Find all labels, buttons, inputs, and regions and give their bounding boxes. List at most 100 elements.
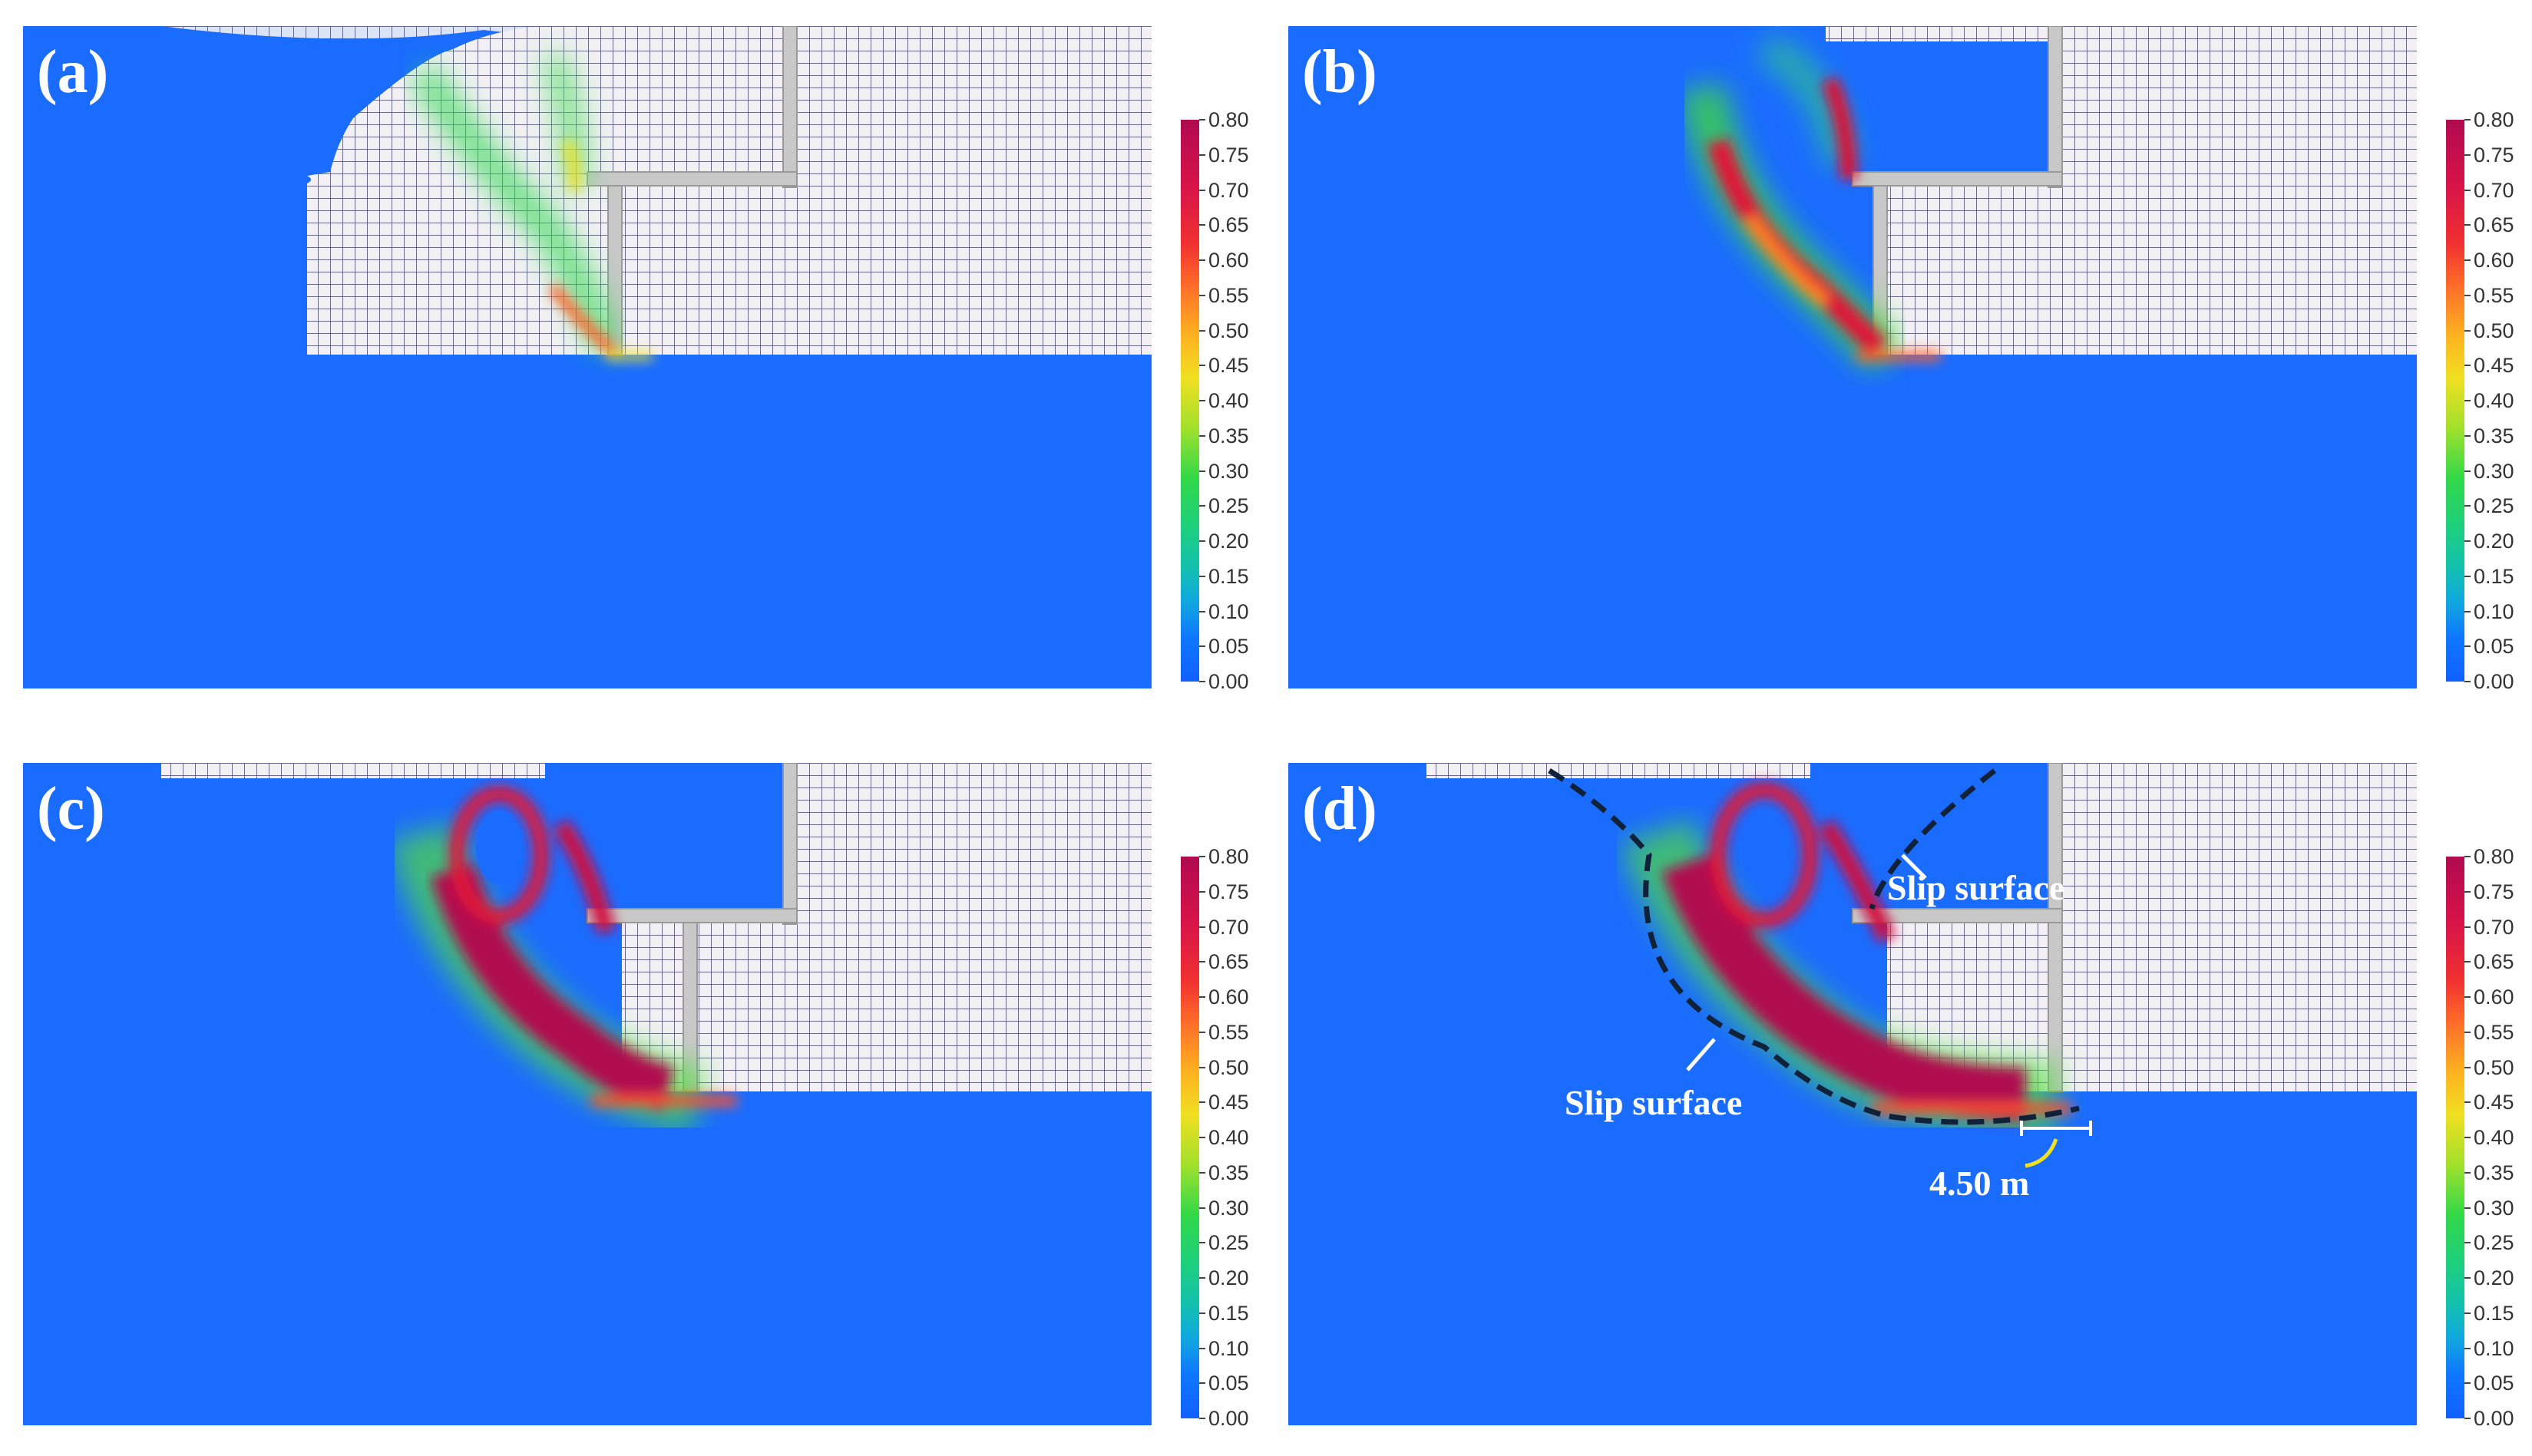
colorbar-tick-label: 0.45 (2474, 354, 2514, 378)
colorbar-tick-mark (1199, 259, 1205, 261)
colorbar-tick-mark (2464, 890, 2471, 893)
colorbar-tick-mark (1199, 294, 1205, 296)
colorbar-tick-label: 0.05 (2474, 635, 2514, 659)
colorbar-ticks: 0.00 0.05 0.10 0.15 0.20 0.25 0.30 0.35 0.40 0.45… (1199, 108, 1276, 693)
contour-plot (23, 763, 1152, 1425)
colorbar-tick-mark (2464, 575, 2471, 577)
colorbar-tick-label: 0.25 (1208, 1231, 1249, 1255)
colorbar-tick-mark (1199, 1031, 1205, 1033)
colorbar-tick-label: 0.75 (1208, 880, 1249, 903)
slip-surface-label-upper: Slip surface (1887, 868, 2065, 907)
colorbar-tick-label: 0.00 (1208, 1407, 1249, 1430)
colorbar-tick-label: 0.05 (1208, 635, 1249, 659)
colorbar-tick-label: 0.40 (1208, 1126, 1249, 1149)
colorbar-tick-label: 0.00 (2474, 1407, 2514, 1430)
colorbar-tick-label: 0.50 (1208, 1055, 1249, 1079)
colorbar-tick-mark (1199, 996, 1205, 998)
colorbar-tick-mark (1199, 681, 1205, 682)
colorbar-tick-mark (2464, 1382, 2471, 1385)
panel-a: (a) 0.00 0.05 0.10 0.15 0.20 0.25 0.30 0.35 0.40… (23, 26, 1282, 694)
colorbar-tick-label: 0.75 (2474, 880, 2514, 903)
colorbar-tick-mark (2464, 1312, 2471, 1314)
colorbar-tick-mark (1199, 540, 1205, 542)
colorbar-tick-label: 0.30 (2474, 1196, 2514, 1220)
colorbar-tick-label: 0.50 (2474, 1055, 2514, 1079)
colorbar-tick-label: 0.00 (1208, 670, 1249, 693)
colorbar-tick-mark (2464, 1101, 2471, 1104)
colorbar-tick-mark (2464, 294, 2471, 296)
panel-b: (b) 0.00 0.05 0.10 0.15 0.20 0.25 0.30 0.35 0.40… (1288, 26, 2532, 694)
colorbar-tick-label: 0.25 (2474, 1231, 2514, 1255)
colorbar-tick-mark (1199, 856, 1205, 857)
colorbar-tick-label: 0.70 (2474, 178, 2514, 202)
colorbar-tick-mark (2464, 1277, 2471, 1279)
colorbar-tick-mark (2464, 470, 2471, 472)
colorbar-tick-mark (1199, 154, 1205, 156)
colorbar-tick-mark (1199, 189, 1205, 191)
colorbar-tick-label: 0.10 (2474, 599, 2514, 623)
colorbar-tick-mark (2464, 154, 2471, 156)
colorbar-tick-label: 0.20 (2474, 530, 2514, 553)
colorbar-tick-mark (1199, 470, 1205, 472)
colorbar-tick-mark (1199, 1207, 1205, 1209)
colorbar-tick-mark (1199, 505, 1205, 507)
colorbar-tick-mark (2464, 1137, 2471, 1138)
colorbar-tick-label: 0.15 (2474, 1301, 2514, 1325)
colorbar-tick-label: 0.40 (1208, 389, 1249, 412)
colorbar-tick-label: 0.05 (2474, 1372, 2514, 1395)
colorbar-tick-mark (2464, 1031, 2471, 1033)
colorbar-tick-label: 0.20 (1208, 1266, 1249, 1289)
colorbar-tick-mark (2464, 645, 2471, 648)
colorbar-tick-label: 0.20 (1208, 530, 1249, 553)
colorbar-tick-mark (2464, 1347, 2471, 1349)
panel-label: (a) (37, 38, 109, 106)
colorbar-ticks: 0.00 0.05 0.10 0.15 0.20 0.25 0.30 0.35 0.40 0.45… (2464, 845, 2532, 1430)
colorbar-tick-mark (1199, 610, 1205, 612)
colorbar-tick-mark (1199, 1066, 1205, 1068)
contour-plot (1288, 26, 2417, 688)
contour-plot (1288, 763, 2417, 1425)
colorbar-tick-label: 0.70 (1208, 915, 1249, 939)
colorbar-tick-mark (1199, 224, 1205, 226)
panel-label: (d) (1302, 775, 1377, 843)
colorbar-tick-label: 0.65 (2474, 213, 2514, 237)
colorbar-tick-label: 0.70 (1208, 178, 1249, 202)
colorbar-tick-label: 0.80 (2474, 108, 2514, 131)
colorbar-tick-mark (2464, 1066, 2471, 1068)
colorbar-tick-mark (1199, 961, 1205, 963)
colorbar-tick-mark (2464, 610, 2471, 612)
colorbar-ticks: 0.00 0.05 0.10 0.15 0.20 0.25 0.30 0.35 0.40 0.45… (2464, 108, 2532, 693)
colorbar-tick-label: 0.60 (1208, 986, 1249, 1009)
colorbar-tick-mark (2464, 856, 2471, 857)
colorbar-tick-label: 0.10 (2474, 1336, 2514, 1360)
colorbar-tick-mark (2464, 329, 2471, 332)
colorbar-tick-mark (2464, 996, 2471, 998)
colorbar-tick-mark (1199, 926, 1205, 928)
colorbar-tick-mark (1199, 575, 1205, 577)
colorbar-tick-mark (2464, 1418, 2471, 1419)
colorbar-tick-mark (1199, 890, 1205, 893)
colorbar-tick-label: 0.80 (1208, 108, 1249, 131)
colorbar-tick-mark (2464, 119, 2471, 121)
colorbar-tick-mark (1199, 1382, 1205, 1385)
colorbar-tick-mark (2464, 1242, 2471, 1244)
colorbar-tick-label: 0.00 (2474, 670, 2514, 693)
panel-label: (c) (37, 775, 105, 843)
colorbar (1181, 857, 1199, 1418)
colorbar-tick-mark (2464, 540, 2471, 542)
colorbar-tick-mark (1199, 1137, 1205, 1138)
colorbar-tick-label: 0.60 (2474, 986, 2514, 1009)
colorbar-tick-label: 0.80 (1208, 845, 1249, 868)
colorbar-tick-mark (1199, 119, 1205, 121)
colorbar-tick-label: 0.25 (1208, 494, 1249, 518)
colorbar-tick-label: 0.30 (1208, 459, 1249, 483)
colorbar-tick-label: 0.50 (2474, 319, 2514, 342)
colorbar-tick-label: 0.70 (2474, 915, 2514, 939)
slip-surface-label-lower: Slip surface (1565, 1083, 1743, 1122)
colorbar-tick-label: 0.30 (1208, 1196, 1249, 1220)
colorbar-tick-mark (1199, 1242, 1205, 1244)
colorbar-tick-label: 0.35 (1208, 424, 1249, 447)
colorbar-tick-mark (2464, 400, 2471, 401)
panel-label: (b) (1302, 38, 1377, 106)
colorbar-tick-mark (1199, 1312, 1205, 1314)
